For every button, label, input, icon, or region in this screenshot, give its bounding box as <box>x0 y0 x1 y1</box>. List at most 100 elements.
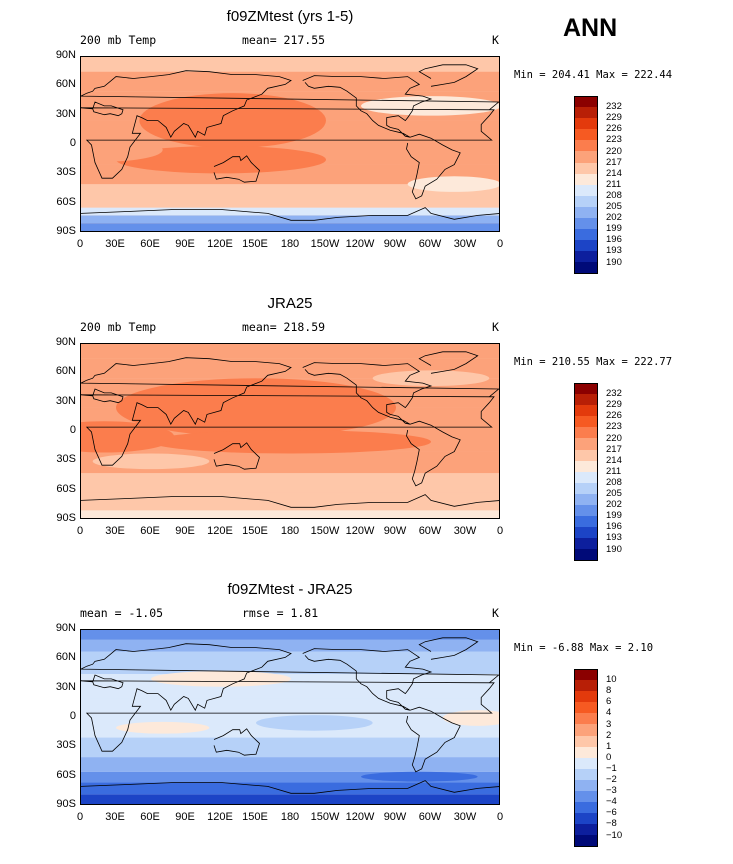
panel-min-max: Min = -6.88 Max = 2.10 <box>514 642 654 654</box>
field-band <box>81 223 499 231</box>
colorbar-label: 202 <box>606 212 622 224</box>
y-tick-label: 90S <box>56 798 76 810</box>
colorbar-swatch <box>574 516 598 528</box>
colorbar-swatch <box>574 427 598 439</box>
colorbar-swatch <box>574 262 598 274</box>
colorbar-swatch <box>574 724 598 736</box>
panel-title: f09ZMtest - JRA25 <box>227 581 353 598</box>
field-contour-region <box>151 430 431 454</box>
colorbar-label: 190 <box>606 256 622 268</box>
field-contour-region <box>81 421 175 453</box>
x-tick-label: 90W <box>383 811 407 823</box>
x-tick-label: 120E <box>207 811 233 823</box>
colorbar-label: 0 <box>606 751 612 763</box>
colorbar-label: 193 <box>606 245 622 257</box>
y-tick-label: 60S <box>56 195 76 208</box>
colorbar-label: 217 <box>606 156 622 168</box>
field-contour-region <box>361 771 478 782</box>
colorbar-label: 229 <box>606 399 622 411</box>
colorbar-swatch <box>574 505 598 517</box>
colorbar-swatch <box>574 449 598 461</box>
x-tick-label: 120W <box>345 811 375 823</box>
colorbar-swatch <box>574 129 598 141</box>
panel-left-label: 200 mb Temp <box>80 320 157 334</box>
field-band <box>81 737 499 758</box>
colorbar-swatch <box>574 702 598 714</box>
y-tick-label: 30S <box>56 453 76 466</box>
x-tick-label: 60E <box>140 811 160 823</box>
colorbar-label: 10 <box>606 674 617 686</box>
x-tick-label: 90W <box>383 238 407 250</box>
x-tick-label: 90E <box>175 525 195 537</box>
colorbar-label: 211 <box>606 178 622 190</box>
x-tick-label: 30W <box>453 525 477 537</box>
y-tick-label: 90N <box>55 49 76 61</box>
x-tick-label: 30W <box>453 811 477 823</box>
colorbar-swatch <box>574 162 598 174</box>
coastline <box>406 706 461 773</box>
colorbar-swatch <box>574 118 598 130</box>
colorbar-label: −4 <box>606 796 617 808</box>
panel-units-label: K <box>492 33 499 47</box>
field-contour-region <box>442 710 499 726</box>
field-contour-region <box>81 138 163 162</box>
field-band <box>81 639 499 652</box>
colorbar-label: 1 <box>606 740 612 752</box>
y-tick-label: 30N <box>55 107 76 120</box>
colorbar-label: −2 <box>606 774 617 785</box>
x-tick-label: 30E <box>105 238 125 250</box>
colorbar-swatch <box>574 824 598 836</box>
colorbar-label: 226 <box>606 410 622 422</box>
coastline <box>81 494 499 508</box>
colorbar-label: 6 <box>606 696 612 708</box>
colorbar <box>574 669 598 847</box>
panel-units-label: K <box>492 606 499 620</box>
colorbar-label: 190 <box>606 543 622 555</box>
colorbar-label: 226 <box>606 123 622 135</box>
colorbar-label: 8 <box>606 685 612 697</box>
field-band <box>81 757 499 772</box>
x-tick-label: 60W <box>418 811 442 823</box>
x-tick-label: 30E <box>105 811 125 823</box>
colorbar-label: 229 <box>606 112 622 124</box>
colorbar-swatch <box>574 460 598 472</box>
panel-min-max: Min = 210.55 Max = 222.77 <box>514 356 673 368</box>
coastline <box>81 357 499 466</box>
panel-title: JRA25 <box>267 295 313 312</box>
y-tick-label: 60N <box>55 78 76 91</box>
field-band <box>81 215 499 224</box>
colorbar-swatch <box>574 195 598 207</box>
y-tick-label: 60N <box>55 365 76 378</box>
colorbar-swatch <box>574 549 598 561</box>
map-svg <box>81 630 499 804</box>
colorbar-swatch <box>574 493 598 506</box>
colorbar-swatch <box>574 691 598 703</box>
y-tick-label: 90N <box>55 622 76 634</box>
colorbar-label: 199 <box>606 223 622 235</box>
map-plot <box>80 56 500 232</box>
y-tick-label: 60N <box>55 651 76 664</box>
colorbar-label: 223 <box>606 421 622 433</box>
field-contour-region <box>361 96 499 116</box>
x-tick-label: 0 <box>496 238 504 250</box>
coastline <box>302 75 433 138</box>
colorbar-label: −3 <box>606 785 617 797</box>
x-tick-label: 0 <box>76 525 84 537</box>
field-contour-region <box>139 93 326 148</box>
x-tick-label: 120W <box>345 238 375 250</box>
colorbar-label: 214 <box>606 167 622 179</box>
colorbar-swatch <box>574 471 598 483</box>
x-tick-label: 150W <box>310 238 340 250</box>
colorbar-label: −10 <box>606 829 623 841</box>
colorbar-label: 205 <box>606 201 622 212</box>
x-tick-label: 180 <box>280 811 300 823</box>
colorbar-label: 223 <box>606 134 622 146</box>
field-contour-region <box>92 453 210 470</box>
field-band <box>81 71 499 92</box>
colorbar-label: 199 <box>606 510 622 522</box>
colorbar-swatch <box>574 768 598 780</box>
panel-center-label: mean= 217.55 <box>242 33 326 47</box>
colorbar <box>574 383 598 561</box>
coastline <box>406 420 461 487</box>
x-tick-label: 60W <box>418 525 442 537</box>
